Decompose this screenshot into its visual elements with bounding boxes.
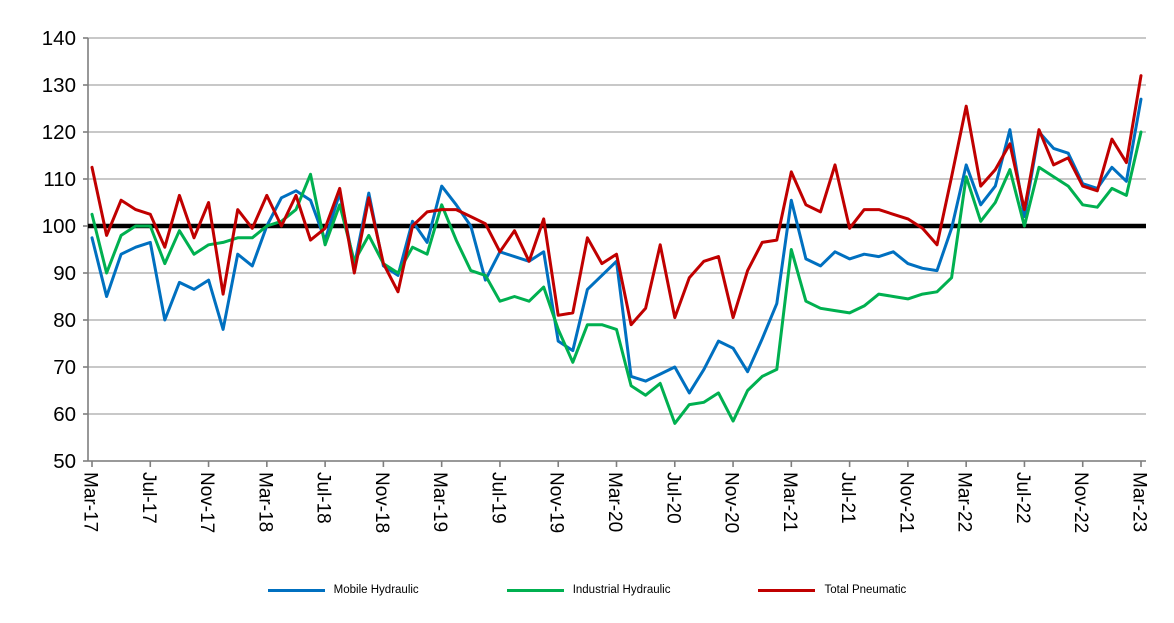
- legend-line-swatch-blue: [267, 588, 325, 592]
- series-line-total-pneumatic: [90, 74, 1143, 327]
- legend-item-total-pneumatic: Total Pneumatic: [758, 584, 906, 596]
- x-axis-tick-label: Jul-17: [138, 472, 159, 524]
- x-axis-tick-label: Nov-22: [1070, 472, 1091, 533]
- y-axis-tick-label: 140: [42, 27, 76, 50]
- series-line-industrial-hydraulic: [90, 130, 1143, 425]
- chart-legend: Mobile Hydraulic Industrial Hydraulic To…: [0, 584, 1174, 596]
- x-axis-tick-label: Mar-21: [779, 472, 800, 532]
- x-axis-tick-label: Mar-17: [80, 472, 101, 532]
- y-axis-tick-label: 60: [53, 403, 76, 426]
- x-axis-tick-label: Jul-20: [662, 472, 683, 524]
- legend-label: Industrial Hydraulic: [572, 584, 671, 596]
- x-axis-tick-label: Jul-22: [1012, 472, 1033, 524]
- y-axis-tick-label: 120: [42, 121, 76, 144]
- y-axis-tick-label: 80: [53, 309, 76, 332]
- legend-line-swatch-green: [506, 588, 564, 592]
- x-axis-tick-label: Nov-21: [895, 472, 916, 533]
- x-axis-tick-label: Nov-18: [371, 472, 392, 533]
- legend-line-swatch-red: [758, 588, 816, 592]
- x-axis-tick-label: Mar-20: [604, 472, 625, 532]
- legend-label: Mobile Hydraulic: [333, 584, 419, 596]
- x-axis-tick-label: Nov-20: [721, 472, 742, 533]
- legend-item-industrial-hydraulic: Industrial Hydraulic: [506, 584, 671, 596]
- x-axis-tick-label: Jul-21: [837, 472, 858, 524]
- x-axis-tick-label: Mar-19: [429, 472, 450, 532]
- x-axis-tick-label: Mar-23: [1129, 472, 1150, 532]
- x-axis-tick-label: Mar-22: [954, 472, 975, 532]
- x-axis-tick-label: Jul-19: [487, 472, 508, 524]
- series-line-mobile-hydraulic: [90, 97, 1143, 395]
- y-axis-tick-label: 50: [53, 450, 76, 473]
- y-axis-tick-label: 70: [53, 356, 76, 379]
- y-axis-tick-label: 90: [53, 262, 76, 285]
- x-axis-tick-label: Nov-17: [196, 472, 217, 533]
- y-axis-tick-label: 110: [43, 168, 76, 191]
- y-axis-tick-label: 130: [42, 74, 76, 97]
- x-axis-tick-label: Nov-19: [546, 472, 567, 533]
- legend-item-mobile-hydraulic: Mobile Hydraulic: [267, 584, 419, 596]
- x-axis-tick-label: Jul-18: [313, 472, 334, 524]
- legend-label: Total Pneumatic: [824, 584, 907, 596]
- y-axis-tick-label: 100: [42, 215, 76, 238]
- x-axis-tick-label: Mar-18: [254, 472, 275, 532]
